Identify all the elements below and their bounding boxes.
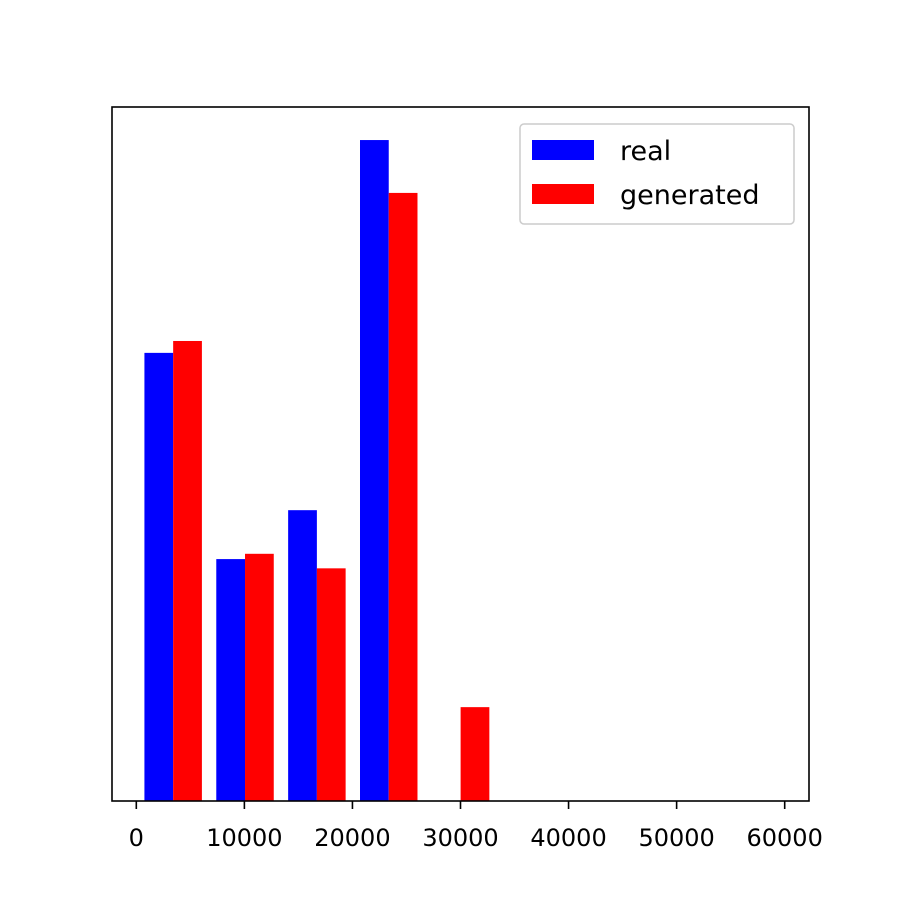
bars-layer (144, 140, 490, 802)
legend-label-real: real (620, 136, 671, 167)
x-tick-label: 40000 (530, 824, 606, 852)
legend-label-generated: generated (620, 180, 759, 211)
legend-swatch-generated (532, 184, 594, 204)
legend: real generated (519, 123, 795, 225)
bar-generated-3 (316, 568, 346, 801)
x-axis-ticks: 0 10000 20000 30000 40000 50000 60000 (129, 801, 823, 852)
x-tick-label: 20000 (314, 824, 390, 852)
bar-generated-1 (173, 340, 202, 801)
bar-real-4 (360, 140, 389, 802)
x-tick-label: 0 (129, 824, 144, 852)
bar-generated-5 (460, 707, 490, 801)
bar-real-3 (288, 510, 317, 801)
legend-swatch-real (532, 140, 594, 160)
x-tick-label: 30000 (422, 824, 498, 852)
x-tick-label: 50000 (638, 824, 714, 852)
x-tick-label: 60000 (747, 824, 823, 852)
x-tick-label: 10000 (206, 824, 282, 852)
bar-real-2 (216, 559, 246, 801)
bar-generated-4 (388, 192, 418, 802)
bar-real-1 (144, 352, 174, 801)
bar-generated-2 (245, 553, 274, 801)
plot-frame (111, 106, 810, 802)
